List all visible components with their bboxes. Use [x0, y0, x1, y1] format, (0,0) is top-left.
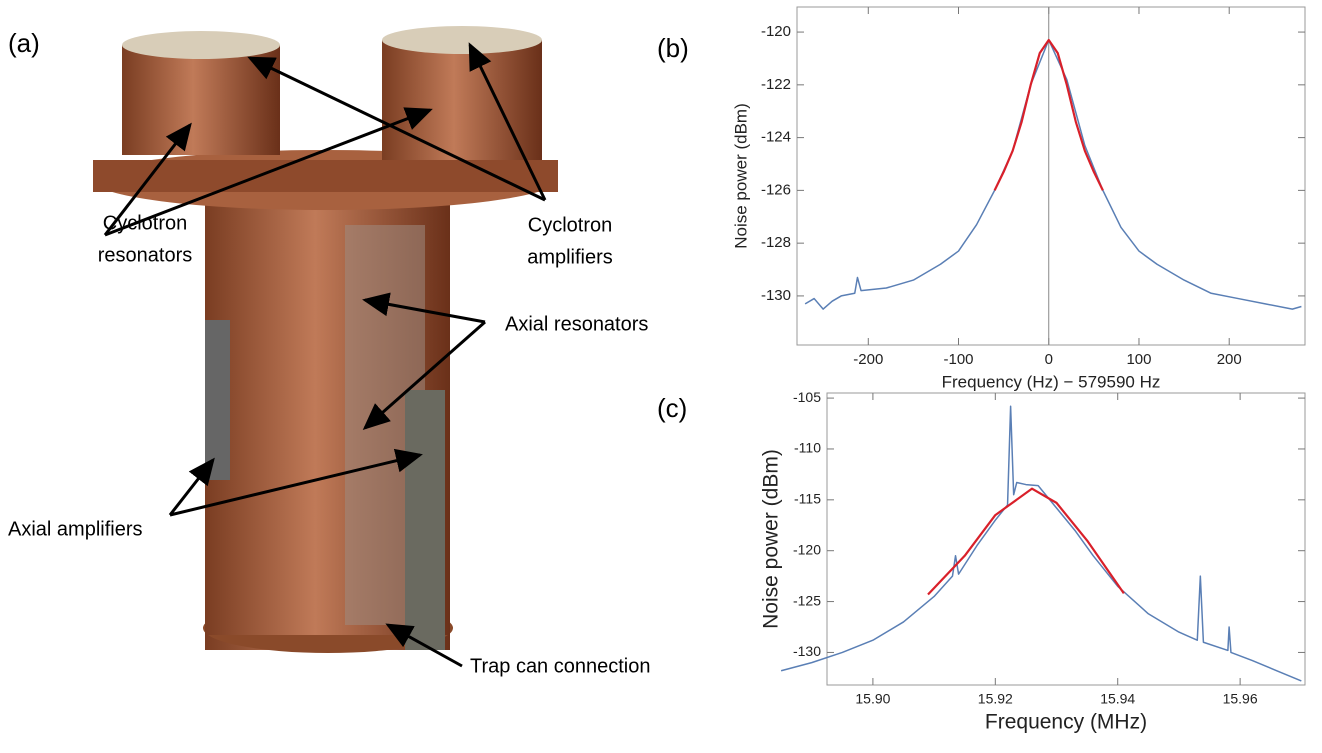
- y-tick-label: -115: [794, 491, 821, 507]
- y-axis-title: Noise power (dBm): [731, 103, 750, 249]
- y-tick-label: -124: [761, 129, 791, 146]
- y-tick-label: -125: [793, 592, 821, 608]
- data-line: [804, 39, 1302, 310]
- y-axis-title: Noise power (dBm): [760, 449, 783, 629]
- y-tick-label: -130: [793, 643, 821, 659]
- photo-label: amplifiers: [527, 246, 613, 268]
- x-tick-label: 15.94: [1100, 691, 1135, 707]
- panel-label: (c): [657, 393, 687, 423]
- y-tick-label: -126: [761, 181, 791, 198]
- y-tick-label: -128: [761, 234, 791, 251]
- arrows: [103, 42, 547, 668]
- panel-label: (a): [8, 28, 40, 58]
- data-line: [993, 38, 1104, 191]
- y-tick-label: -105: [793, 389, 821, 405]
- x-tick-label: 200: [1217, 351, 1242, 368]
- y-tick-label: -120: [793, 541, 821, 557]
- x-axis-title: Frequency (MHz): [985, 711, 1147, 734]
- photo-labels: Cyclotron resonators Cyclotron amplifiers Ax…: [8, 212, 650, 677]
- photo-label: resonators: [98, 244, 193, 266]
- y-tick-label: -110: [794, 440, 821, 456]
- x-axis-title: Frequency (Hz) − 579590 Hz: [942, 372, 1161, 391]
- x-tick-label: 0: [1045, 351, 1053, 368]
- x-tick-label: -200: [853, 351, 883, 368]
- x-tick-label: 100: [1126, 351, 1151, 368]
- x-tick-label: 15.90: [855, 691, 890, 707]
- photo-label: Axial amplifiers: [8, 518, 142, 540]
- y-tick-label: -130: [761, 287, 791, 304]
- plot-frame: [796, 6, 1306, 346]
- photo: [93, 26, 558, 653]
- x-tick-label: 15.92: [978, 691, 1013, 707]
- photo-label: Axial resonators: [505, 313, 648, 335]
- plot-frame: [826, 392, 1306, 686]
- data-line: [927, 487, 1125, 596]
- photo-label: Cyclotron: [528, 214, 612, 236]
- y-tick-label: -120: [761, 23, 791, 40]
- x-tick-label: 15.96: [1223, 691, 1258, 707]
- data-line: [780, 405, 1302, 682]
- photo-label: Trap can connection: [470, 655, 650, 677]
- panel-label: (b): [657, 33, 689, 63]
- x-tick-label: -100: [943, 351, 973, 368]
- y-tick-label: -122: [761, 76, 791, 93]
- photo-label: Cyclotron: [103, 212, 187, 234]
